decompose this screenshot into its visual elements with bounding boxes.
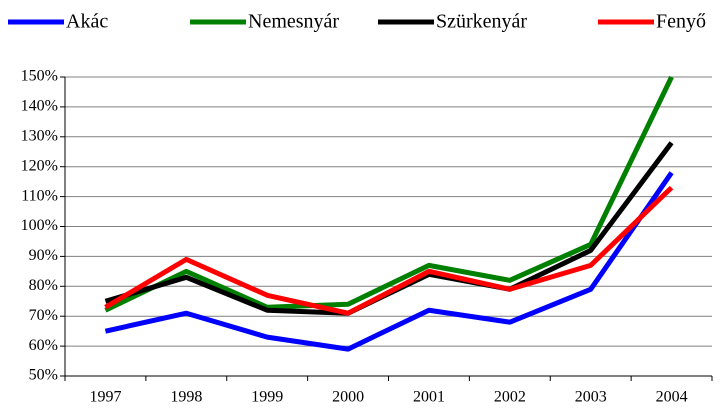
y-tick-label: 150% [21,68,58,85]
x-tick-label: 1998 [170,389,202,406]
y-tick-label: 100% [21,217,58,234]
y-tick-label: 50% [29,367,58,384]
series-line [104,171,674,352]
legend-label: Nemesnyár [248,11,339,33]
x-tick-label: 2002 [494,389,526,406]
x-tick-label: 1999 [251,389,283,406]
x-tick-label: 2001 [413,389,445,406]
y-tick-label: 110% [21,187,58,204]
y-tick-label: 140% [21,98,58,115]
legend-label: Fenyő [656,11,706,33]
x-tick-label: 2004 [656,389,688,406]
series-line [104,185,674,316]
y-tick-label: 90% [29,247,58,264]
legend-label: Akác [66,11,108,33]
y-tick-label: 70% [29,307,58,324]
y-tick-label: 80% [29,277,58,294]
series-line [104,141,674,316]
series-line [104,75,674,313]
legend-label: Szürkenyár [436,11,527,33]
y-tick-label: 120% [21,157,58,174]
y-tick-label: 130% [21,127,58,144]
y-tick-label: 60% [29,337,58,354]
x-tick-label: 2003 [575,389,607,406]
x-tick-label: 2000 [332,389,364,406]
x-tick-label: 1997 [89,389,121,406]
